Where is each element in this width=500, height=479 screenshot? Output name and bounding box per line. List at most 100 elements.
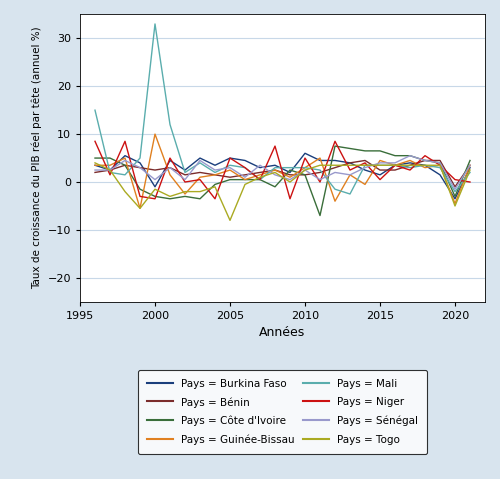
Pays = Côte d'Ivoire: [257, 177, 263, 182]
Pays = Côte d'Ivoire: [302, 172, 308, 178]
Pays = Togo: [122, 189, 128, 194]
Pays = Bénin: [332, 165, 338, 171]
Pays = Niger: [107, 172, 113, 178]
Pays = Sénégal: [377, 160, 383, 166]
Pays = Côte d'Ivoire: [452, 194, 458, 199]
Pays = Bénin: [92, 170, 98, 175]
Line: Pays = Niger: Pays = Niger: [95, 141, 470, 199]
Pays = Mali: [122, 172, 128, 178]
Pays = Togo: [452, 203, 458, 209]
Pays = Mali: [107, 170, 113, 175]
Pays = Guinée-Bissau: [422, 165, 428, 171]
Pays = Togo: [152, 186, 158, 192]
Pays = Mali: [182, 170, 188, 175]
Pays = Guinée-Bissau: [137, 205, 143, 211]
Pays = Côte d'Ivoire: [212, 182, 218, 187]
Pays = Niger: [347, 167, 353, 173]
Pays = Burkina Faso: [347, 160, 353, 166]
Pays = Burkina Faso: [122, 153, 128, 159]
Pays = Burkina Faso: [317, 158, 323, 163]
Pays = Niger: [182, 179, 188, 185]
Pays = Niger: [422, 153, 428, 159]
Pays = Togo: [137, 205, 143, 211]
Pays = Bénin: [377, 167, 383, 173]
Pays = Côte d'Ivoire: [137, 186, 143, 192]
Pays = Guinée-Bissau: [332, 198, 338, 204]
Pays = Sénégal: [197, 158, 203, 163]
Pays = Guinée-Bissau: [452, 201, 458, 206]
Pays = Guinée-Bissau: [167, 172, 173, 178]
Pays = Niger: [377, 177, 383, 182]
Pays = Mali: [437, 165, 443, 171]
Pays = Togo: [242, 182, 248, 187]
Pays = Mali: [197, 160, 203, 166]
Pays = Burkina Faso: [392, 162, 398, 168]
Pays = Bénin: [257, 170, 263, 175]
Pays = Niger: [467, 179, 473, 185]
Pays = Mali: [272, 165, 278, 171]
Pays = Bénin: [422, 158, 428, 163]
Pays = Sénégal: [392, 160, 398, 166]
Pays = Niger: [137, 194, 143, 199]
Pays = Niger: [437, 162, 443, 168]
Pays = Côte d'Ivoire: [92, 155, 98, 161]
Pays = Sénégal: [227, 165, 233, 171]
Pays = Bénin: [167, 165, 173, 171]
Pays = Guinée-Bissau: [122, 155, 128, 161]
Pays = Niger: [212, 196, 218, 202]
Pays = Sénégal: [332, 170, 338, 175]
Pays = Guinée-Bissau: [407, 158, 413, 163]
Pays = Niger: [362, 160, 368, 166]
Pays = Guinée-Bissau: [347, 172, 353, 178]
Pays = Sénégal: [137, 165, 143, 171]
Pays = Sénégal: [422, 158, 428, 163]
Pays = Niger: [302, 155, 308, 161]
Pays = Niger: [122, 138, 128, 144]
Pays = Sénégal: [152, 177, 158, 182]
Pays = Burkina Faso: [407, 160, 413, 166]
Pays = Guinée-Bissau: [377, 158, 383, 163]
Pays = Guinée-Bissau: [437, 162, 443, 168]
Pays = Sénégal: [437, 160, 443, 166]
Pays = Guinée-Bissau: [92, 162, 98, 168]
Line: Pays = Guinée-Bissau: Pays = Guinée-Bissau: [95, 134, 470, 208]
Pays = Mali: [422, 162, 428, 168]
Pays = Niger: [452, 177, 458, 182]
Pays = Niger: [227, 155, 233, 161]
Pays = Mali: [92, 107, 98, 113]
Pays = Guinée-Bissau: [392, 162, 398, 168]
Pays = Bénin: [302, 172, 308, 178]
Pays = Mali: [452, 189, 458, 194]
Pays = Mali: [257, 177, 263, 182]
Pays = Sénégal: [287, 177, 293, 182]
Line: Pays = Sénégal: Pays = Sénégal: [95, 156, 470, 189]
Pays = Bénin: [362, 158, 368, 163]
Pays = Burkina Faso: [212, 162, 218, 168]
Pays = Burkina Faso: [452, 196, 458, 202]
Pays = Mali: [317, 167, 323, 173]
Pays = Mali: [167, 122, 173, 127]
Pays = Mali: [392, 162, 398, 168]
Pays = Guinée-Bissau: [302, 165, 308, 171]
Pays = Burkina Faso: [467, 165, 473, 171]
Pays = Burkina Faso: [422, 162, 428, 168]
Pays = Togo: [212, 184, 218, 190]
Pays = Togo: [317, 162, 323, 168]
Pays = Niger: [317, 179, 323, 185]
Pays = Côte d'Ivoire: [317, 213, 323, 218]
Pays = Sénégal: [167, 165, 173, 171]
Pays = Sénégal: [242, 174, 248, 180]
Pays = Togo: [407, 162, 413, 168]
Pays = Bénin: [392, 167, 398, 173]
Pays = Burkina Faso: [377, 172, 383, 178]
Pays = Mali: [407, 165, 413, 171]
Pays = Guinée-Bissau: [287, 174, 293, 180]
Pays = Niger: [167, 155, 173, 161]
Pays = Burkina Faso: [272, 162, 278, 168]
Pays = Mali: [332, 186, 338, 192]
Pays = Sénégal: [467, 162, 473, 168]
Pays = Burkina Faso: [107, 167, 113, 173]
Pays = Mali: [362, 162, 368, 168]
Pays = Sénégal: [212, 167, 218, 173]
Pays = Togo: [227, 217, 233, 223]
